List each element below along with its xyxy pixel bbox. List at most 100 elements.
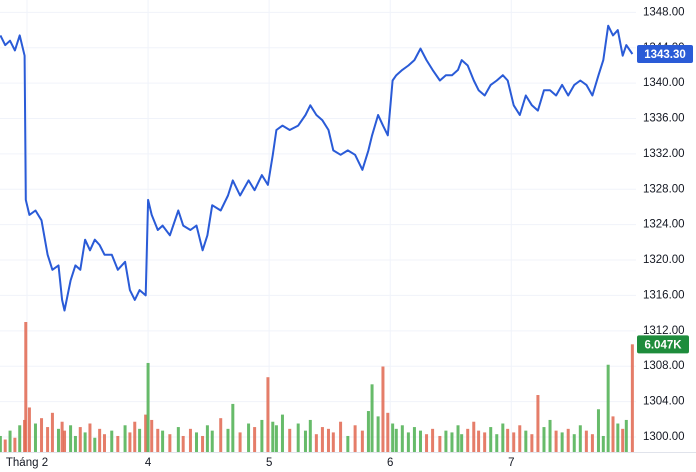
volume-bar bbox=[425, 434, 429, 452]
volume-bar bbox=[116, 435, 120, 452]
volume-badge bbox=[637, 335, 689, 354]
volume-bar bbox=[102, 434, 106, 452]
volume-bar bbox=[123, 425, 127, 452]
volume-bar bbox=[60, 421, 64, 452]
volume-bar bbox=[69, 425, 73, 452]
volume-bar bbox=[483, 432, 487, 452]
y-tick-label: 1304.00 bbox=[643, 396, 685, 408]
volume-bar bbox=[578, 425, 582, 452]
volume-bar bbox=[253, 427, 257, 452]
volume-bar bbox=[201, 435, 205, 452]
volume-bar bbox=[3, 439, 7, 452]
volume-bar bbox=[238, 432, 242, 452]
volume-bar bbox=[566, 428, 570, 452]
y-tick-label: 1324.00 bbox=[643, 219, 685, 231]
volume-bar bbox=[78, 427, 82, 452]
volume-bar bbox=[346, 435, 350, 452]
y-tick-label: 1348.00 bbox=[643, 6, 685, 18]
volume-bar bbox=[366, 411, 370, 452]
volume-bar bbox=[40, 418, 44, 452]
volume-bar bbox=[226, 428, 230, 452]
volume-bar bbox=[288, 428, 292, 452]
volume-bar bbox=[536, 395, 540, 452]
volume-bar bbox=[73, 435, 77, 452]
volume-bar bbox=[266, 377, 270, 452]
volume-bar bbox=[24, 322, 28, 452]
volume-bar bbox=[524, 430, 528, 452]
volume-bar bbox=[98, 428, 102, 452]
x-tick-label: 7 bbox=[508, 457, 514, 469]
volume-bar bbox=[303, 430, 307, 452]
x-tick-label: 6 bbox=[387, 457, 393, 469]
volume-bar bbox=[621, 428, 625, 452]
volume-bar bbox=[274, 425, 278, 452]
volume-bar bbox=[512, 432, 516, 452]
y-tick-label: 1336.00 bbox=[643, 113, 685, 125]
volume-bar bbox=[542, 427, 546, 452]
volume-bar bbox=[616, 423, 620, 452]
volume-bar bbox=[0, 435, 2, 452]
plot bbox=[0, 24, 634, 312]
x-tick-label: Tháng 2 bbox=[6, 457, 48, 469]
volume-bar bbox=[8, 430, 12, 452]
volume-bar bbox=[456, 425, 460, 452]
volume-bar bbox=[360, 430, 364, 452]
price-badge bbox=[637, 44, 693, 63]
volume-bar bbox=[280, 414, 284, 452]
volume-bar bbox=[83, 432, 87, 452]
volume-bar bbox=[584, 430, 588, 452]
x-tick-label: 4 bbox=[145, 457, 152, 469]
volume-bar bbox=[156, 428, 160, 452]
volume-bar bbox=[231, 403, 235, 452]
y-tick-label: 1320.00 bbox=[643, 254, 685, 266]
y-tick-label: 1340.00 bbox=[643, 77, 685, 89]
volume-bar bbox=[168, 434, 172, 452]
volume-bar bbox=[219, 418, 223, 452]
volume-bar bbox=[353, 425, 357, 452]
volume-bar bbox=[381, 366, 385, 452]
volume-bar bbox=[308, 419, 312, 452]
volume-badge-label: 6.047K bbox=[644, 339, 682, 351]
volume-bar bbox=[489, 427, 493, 452]
volume-bar bbox=[46, 427, 50, 452]
volume-bar bbox=[144, 414, 148, 452]
volume-bar bbox=[590, 434, 594, 452]
y-tick-label: 1308.00 bbox=[643, 360, 685, 372]
volume-bar bbox=[133, 421, 137, 452]
volume-bar bbox=[150, 419, 154, 452]
volume-bar bbox=[391, 423, 395, 452]
volume-bar bbox=[195, 432, 199, 452]
volume-bar bbox=[247, 423, 251, 452]
volume-bar bbox=[296, 423, 300, 452]
volume-bar bbox=[460, 434, 464, 452]
volume-bar bbox=[63, 430, 67, 452]
grid bbox=[0, 0, 636, 452]
volume-bar bbox=[572, 434, 576, 452]
volume-bar bbox=[13, 437, 17, 452]
volume-bar bbox=[560, 432, 564, 452]
volume-bar bbox=[176, 427, 180, 452]
volume-bar bbox=[450, 432, 454, 452]
volume-bar bbox=[18, 425, 22, 452]
volume-bar bbox=[412, 427, 416, 452]
volume-bar bbox=[56, 428, 60, 452]
volume-bar bbox=[320, 427, 324, 452]
labels: 1300.00 1304.00 1308.00 1312.00 1316.00 1320.… bbox=[6, 6, 693, 469]
volume-bar bbox=[444, 430, 448, 452]
volume-bar bbox=[501, 423, 505, 452]
volume-bar bbox=[611, 416, 615, 452]
volume-bar bbox=[146, 362, 150, 452]
y-tick-label: 1332.00 bbox=[643, 148, 685, 160]
volume-bar bbox=[472, 421, 476, 452]
price-line bbox=[0, 24, 634, 312]
volume-bar bbox=[339, 421, 343, 452]
volume-bar bbox=[624, 419, 628, 452]
volume-bar bbox=[495, 434, 499, 452]
volume-bar bbox=[210, 430, 214, 452]
volume-bar bbox=[161, 430, 165, 452]
volume-bar bbox=[596, 409, 600, 452]
volume-bar bbox=[400, 425, 404, 452]
volume-bar bbox=[260, 419, 264, 452]
volume-bar bbox=[506, 428, 510, 452]
volume-bar bbox=[128, 432, 132, 452]
